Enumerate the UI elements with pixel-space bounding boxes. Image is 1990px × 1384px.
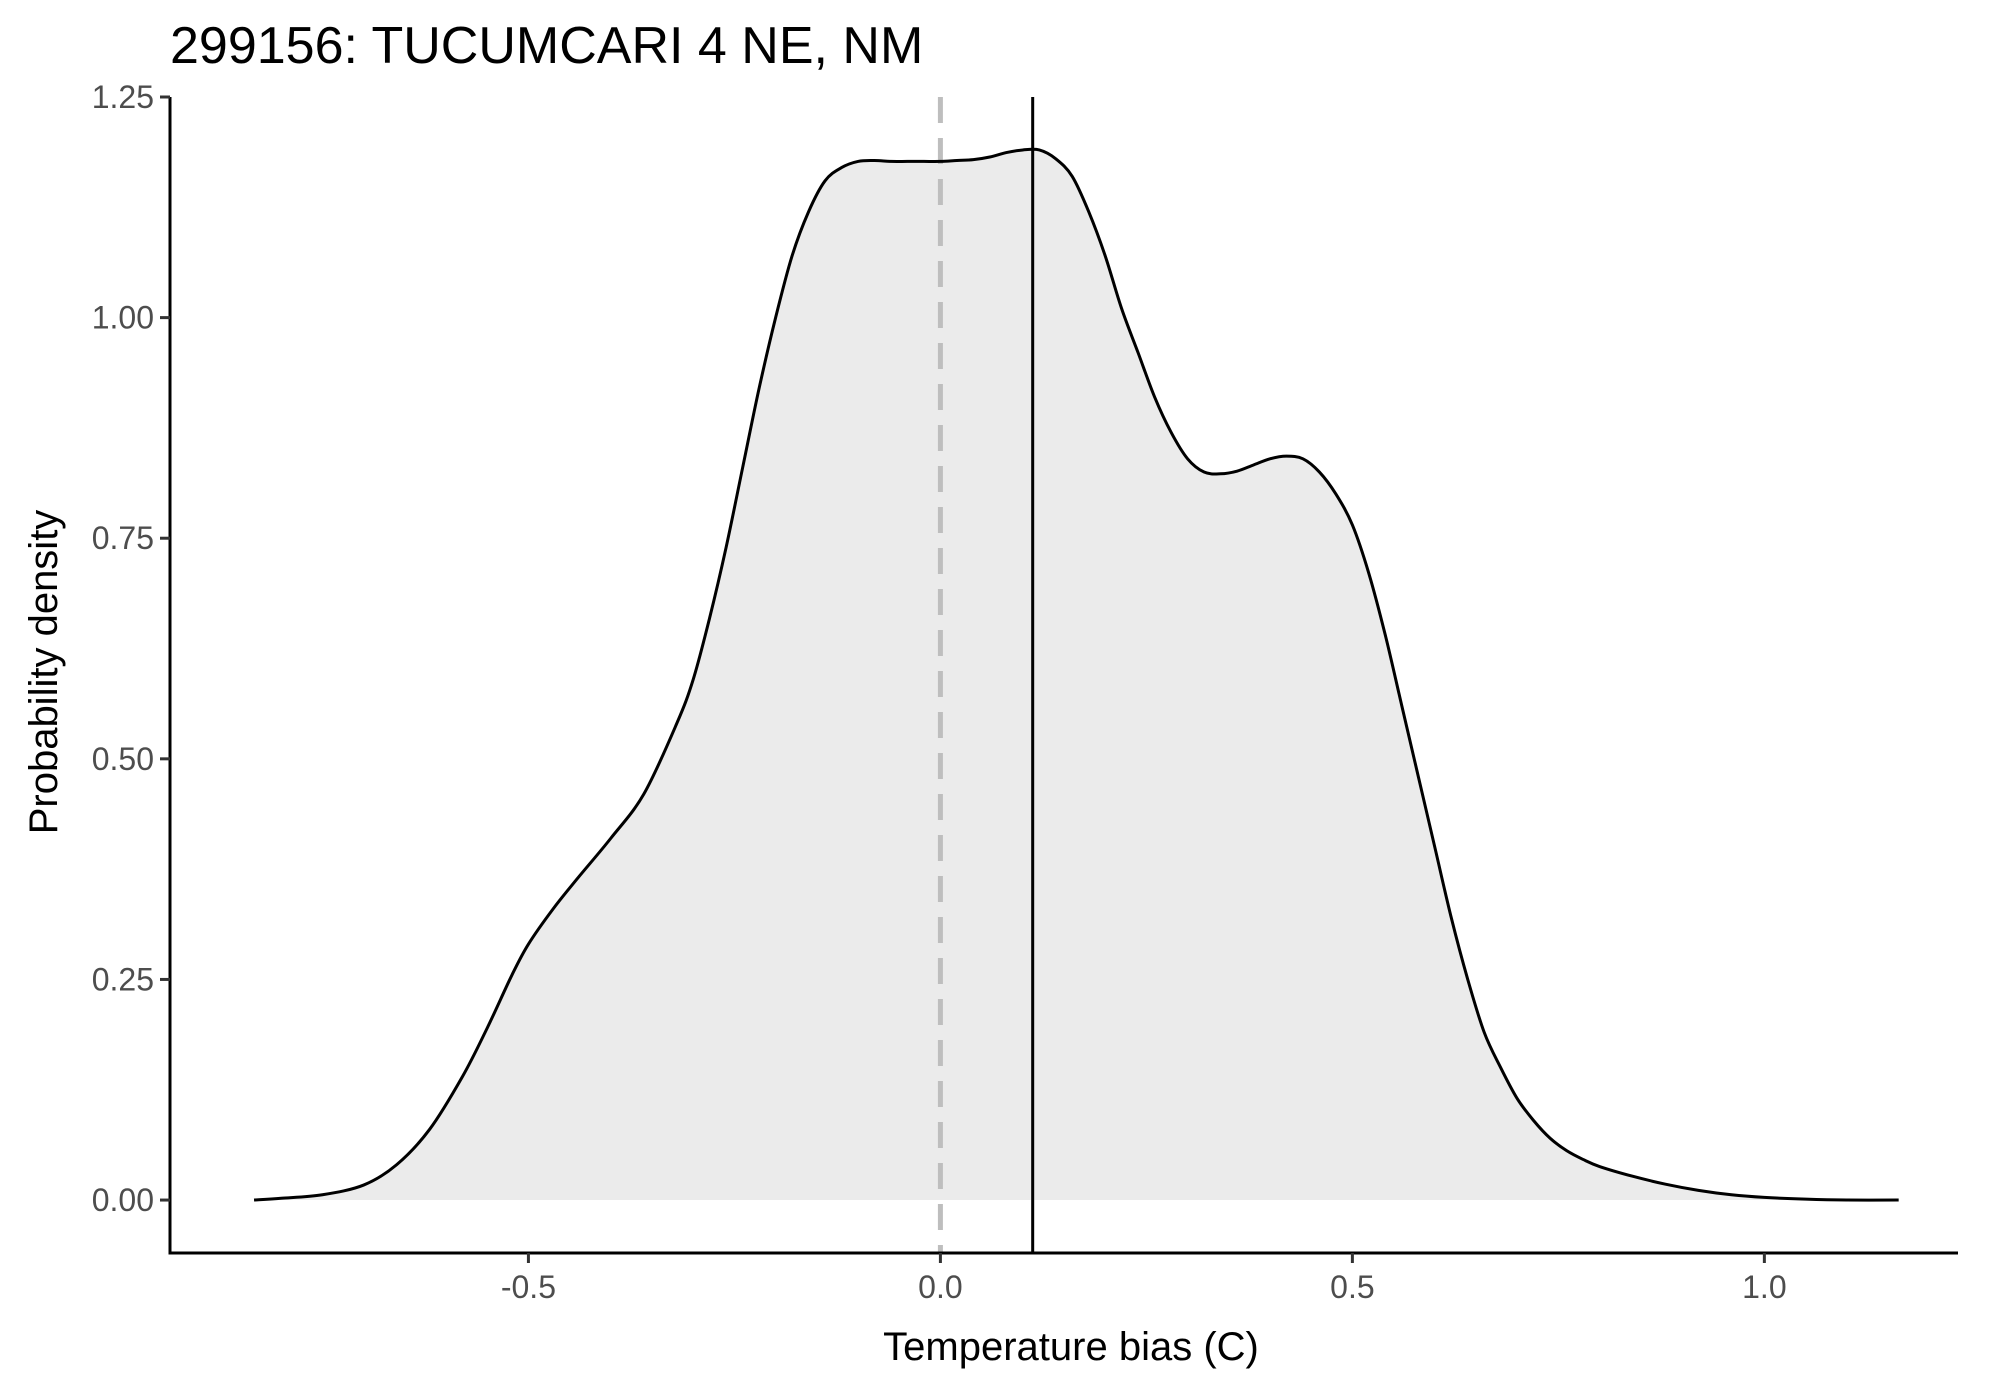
- chart-title: 299156: TUCUMCARI 4 NE, NM: [170, 17, 923, 75]
- x-tick-label: 0.5: [1330, 1269, 1374, 1305]
- y-axis-title: Probability density: [22, 510, 66, 835]
- y-tick-label: 0.75: [92, 520, 154, 556]
- x-axis-title: Temperature bias (C): [883, 1325, 1259, 1369]
- x-tick-label: 1.0: [1742, 1269, 1786, 1305]
- axes: 0.00 0.25 0.50 0.75 1.00 1.25 -0.5 0.0 0.5 1.0: [92, 79, 1958, 1305]
- x-tick-label: -0.5: [501, 1269, 556, 1305]
- density-curve: [253, 147, 1899, 1202]
- y-tick-label: 1.00: [92, 300, 154, 336]
- plot-area: [253, 97, 1899, 1253]
- density-area: [254, 149, 1899, 1201]
- y-tick-label: 0.00: [92, 1182, 154, 1218]
- y-tick-label: 0.50: [92, 741, 154, 777]
- y-tick-label: 0.25: [92, 961, 154, 997]
- y-tick-label: 1.25: [92, 79, 154, 115]
- x-tick-label: 0.0: [918, 1269, 962, 1305]
